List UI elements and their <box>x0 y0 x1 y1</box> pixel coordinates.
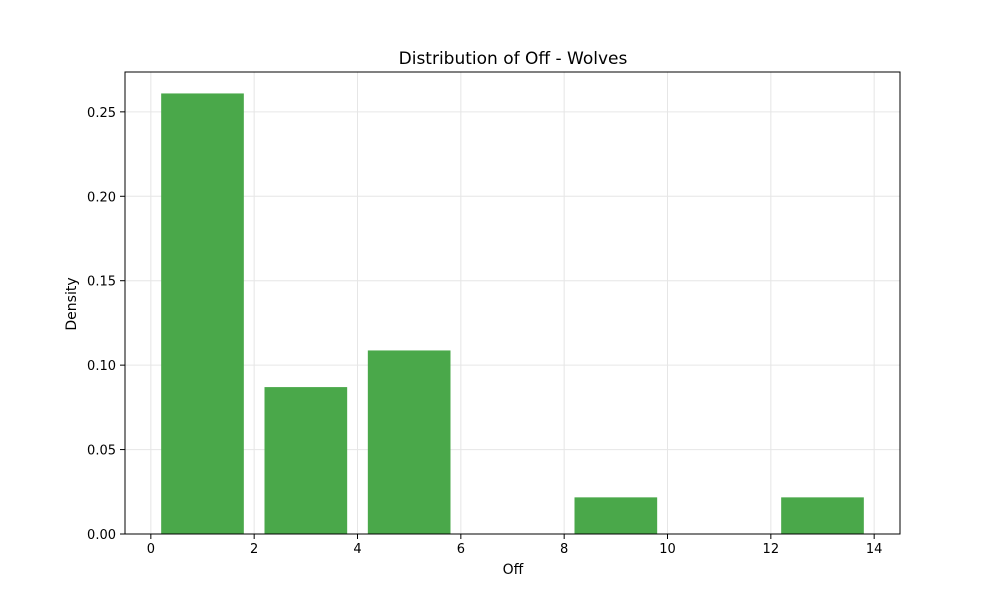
x-axis-ticks: 0 2 4 6 8 10 12 14 <box>147 534 883 557</box>
y-tick-label: 0.00 <box>87 528 116 543</box>
chart-title: Distribution of Off - Wolves <box>399 49 628 69</box>
x-axis-label: Off <box>503 562 524 578</box>
x-tick-label: 12 <box>763 542 780 557</box>
bars <box>161 93 864 534</box>
histogram-bar <box>161 93 244 534</box>
x-tick-label: 0 <box>147 542 155 557</box>
x-tick-label: 2 <box>250 542 258 557</box>
histogram-bar <box>264 387 348 534</box>
x-tick-label: 14 <box>866 542 883 557</box>
y-tick-label: 0.10 <box>87 359 116 374</box>
y-tick-label: 0.25 <box>87 106 116 121</box>
y-tick-label: 0.20 <box>87 190 116 205</box>
plot-frame <box>124 71 901 535</box>
histogram-bar <box>367 350 451 534</box>
x-tick-label: 8 <box>560 542 568 557</box>
histogram-bar <box>781 497 864 534</box>
y-tick-label: 0.05 <box>87 444 116 459</box>
y-axis-label: Density <box>64 277 80 330</box>
histogram-bar <box>574 497 658 534</box>
y-axis-ticks: 0.00 0.05 0.10 0.15 0.20 0.25 <box>87 106 125 543</box>
x-tick-label: 10 <box>659 542 676 557</box>
y-tick-label: 0.15 <box>87 275 116 290</box>
x-tick-label: 4 <box>353 542 361 557</box>
x-tick-label: 6 <box>457 542 465 557</box>
